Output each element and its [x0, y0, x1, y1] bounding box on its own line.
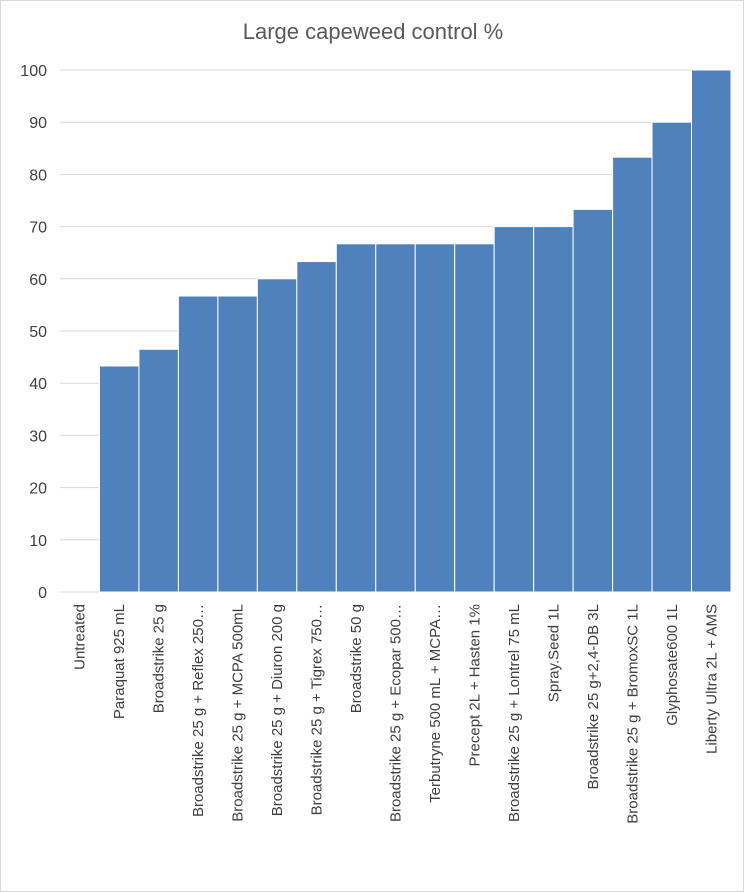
y-tick-label: 0	[38, 585, 47, 602]
bar	[256, 278, 298, 593]
bar	[651, 121, 693, 593]
bar	[296, 261, 337, 593]
y-tick-label: 30	[29, 428, 47, 445]
x-category-label: Broadstrike 25 g + Diuron 200 g	[269, 604, 286, 816]
y-tick-label: 100	[20, 63, 47, 80]
x-category-label: Untreated	[72, 604, 89, 670]
x-category-label: Broadstrike 25 g + Ecopar 500…	[388, 604, 405, 822]
y-tick-label: 80	[29, 167, 47, 184]
bar	[612, 156, 653, 593]
x-category-label: Broadstrike 25 g + MCPA 500mL	[230, 604, 247, 822]
bar	[414, 243, 456, 593]
y-tick-label: 70	[29, 220, 47, 237]
bar	[691, 69, 732, 593]
y-tick-label: 50	[29, 324, 47, 341]
y-tick-label: 60	[29, 272, 47, 289]
x-category-label: Paraquat 925 mL	[111, 604, 128, 719]
x-category-label: Broadstrike 25 g + Tigrex 750…	[309, 604, 326, 815]
x-category-label: Broadstrike 25 g+2,4-DB 3L	[585, 604, 602, 790]
x-category-label: Terbutryne 500 mL + MCPA…	[427, 604, 444, 803]
y-axis-labels: 0 10 20 30 40 50 60 70 80 90 100	[20, 63, 47, 602]
y-tick-label: 10	[29, 533, 47, 550]
x-category-label: Broadstrike 25 g + Reflex 250…	[190, 604, 207, 817]
x-category-label: Liberty Ultra 2L + AMS	[703, 604, 720, 754]
bar	[375, 243, 416, 593]
bars	[98, 69, 732, 593]
bar	[98, 365, 140, 593]
bar	[335, 243, 377, 593]
x-category-label: Glyphosate600 1L	[664, 604, 681, 726]
y-tick-label: 20	[29, 481, 47, 498]
x-category-label: Broadstrike 25 g + Lontrel 75 mL	[506, 604, 523, 822]
bar	[217, 295, 258, 593]
bar	[454, 243, 495, 593]
x-category-label: Spray.Seed 1L	[545, 604, 562, 702]
x-category-label: Precept 2L + Hasten 1%	[466, 604, 483, 766]
bar	[572, 208, 614, 593]
bar	[533, 226, 574, 593]
x-category-label: Broadstrike 25 g + BromoxSC 1L	[624, 604, 641, 824]
bar	[138, 348, 179, 593]
y-tick-label: 90	[29, 115, 47, 132]
x-category-label: Broadstrike 50 g	[348, 604, 365, 713]
y-tick-label: 40	[29, 376, 47, 393]
bar	[493, 226, 535, 593]
x-category-label: Broadstrike 25 g	[151, 604, 168, 713]
bar	[177, 295, 219, 593]
x-axis-labels: Untreated Paraquat 925 mL Broadstrike 25 g…	[72, 604, 721, 824]
chart-title: Large capeweed control %	[243, 19, 504, 44]
